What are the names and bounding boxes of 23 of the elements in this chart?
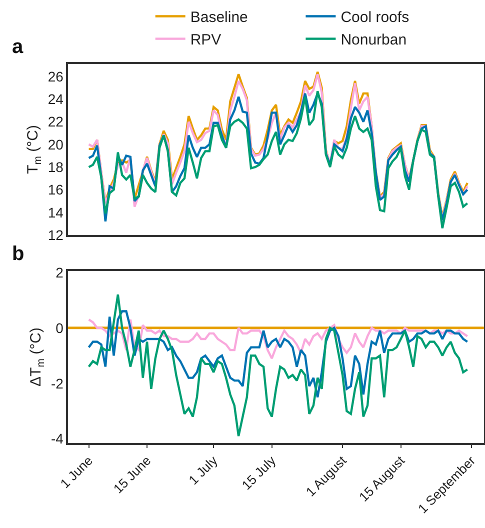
y-tick-label: -2 [50, 375, 64, 392]
legend-label: RPV [190, 32, 222, 49]
y-tick-label: 24 [48, 91, 64, 108]
y-tick-label: 22 [48, 114, 64, 130]
legend-label: Cool roofs [340, 9, 410, 26]
line-series [88, 293, 468, 438]
legend-label: Baseline [190, 9, 248, 26]
y-tick-label: 2 [56, 264, 64, 280]
y-tick-label: 20 [48, 136, 64, 152]
chart-title: b [12, 243, 24, 265]
legend-label: Nonurban [340, 32, 407, 49]
y-tick-label: 0 [56, 320, 64, 336]
y-tick-label: 14 [48, 204, 64, 220]
y-tick-label: 12 [48, 226, 64, 243]
line-series [88, 318, 468, 360]
line-series [88, 310, 468, 398]
x-tick-label: 15 July [238, 452, 279, 493]
y-tick-label: 26 [48, 68, 64, 84]
x-tick-label: 1 July [186, 452, 221, 488]
y-tick-label: 16 [48, 182, 64, 198]
chart-title: a [12, 36, 24, 58]
y-tick-label: 18 [48, 158, 64, 175]
y-tick-label: -4 [50, 430, 64, 447]
